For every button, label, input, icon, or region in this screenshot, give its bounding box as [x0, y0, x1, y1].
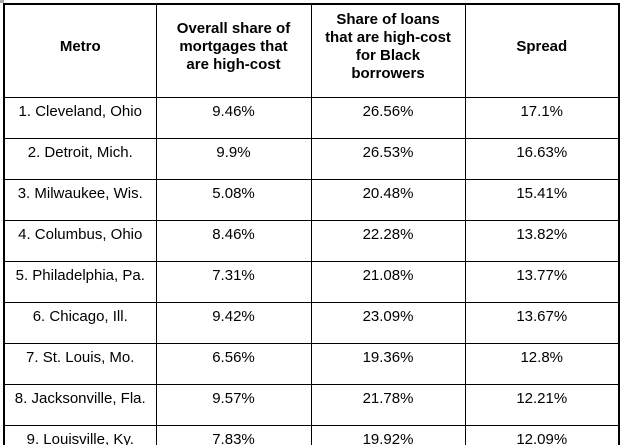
spread-cell: 13.77%	[464, 261, 620, 303]
black-share-cell: 22.28%	[310, 220, 466, 262]
table-row: 5. Philadelphia, Pa. 7.31% 21.08% 13.77%	[3, 261, 620, 303]
spread-cell: 16.63%	[464, 138, 620, 180]
column-header-metro: Metro	[3, 3, 157, 98]
spread-cell: 17.1%	[464, 97, 620, 139]
overall-share-cell: 5.08%	[155, 179, 312, 221]
overall-share-cell: 9.57%	[155, 384, 312, 426]
metro-cell: 1. Cleveland, Ohio	[3, 97, 157, 139]
black-share-cell: 26.53%	[310, 138, 466, 180]
header-row: Metro Overall share of mortgages that ar…	[3, 3, 620, 98]
table-row: 9. Louisville, Ky. 7.83% 19.92% 12.09%	[3, 425, 620, 445]
spread-cell: 12.09%	[464, 425, 620, 445]
overall-share-cell: 7.31%	[155, 261, 312, 303]
metro-cell: 9. Louisville, Ky.	[3, 425, 157, 445]
metro-cell: 5. Philadelphia, Pa.	[3, 261, 157, 303]
table-body: 1. Cleveland, Ohio 9.46% 26.56% 17.1% 2.…	[3, 97, 620, 445]
spread-cell: 12.8%	[464, 343, 620, 385]
metro-cell: 4. Columbus, Ohio	[3, 220, 157, 262]
spread-cell: 13.82%	[464, 220, 620, 262]
table-row: 7. St. Louis, Mo. 6.56% 19.36% 12.8%	[3, 343, 620, 385]
overall-share-cell: 9.42%	[155, 302, 312, 344]
metro-cell: 3. Milwaukee, Wis.	[3, 179, 157, 221]
metro-cell: 7. St. Louis, Mo.	[3, 343, 157, 385]
black-share-cell: 23.09%	[310, 302, 466, 344]
column-header-overall-share: Overall share of mortgages that are high…	[155, 3, 312, 98]
black-share-cell: 26.56%	[310, 97, 466, 139]
overall-share-cell: 6.56%	[155, 343, 312, 385]
overall-share-cell: 9.9%	[155, 138, 312, 180]
overall-share-cell: 7.83%	[155, 425, 312, 445]
table-row: 6. Chicago, Ill. 9.42% 23.09% 13.67%	[3, 302, 620, 344]
metro-cell: 2. Detroit, Mich.	[3, 138, 157, 180]
overall-share-cell: 8.46%	[155, 220, 312, 262]
spread-cell: 13.67%	[464, 302, 620, 344]
table-row: 3. Milwaukee, Wis. 5.08% 20.48% 15.41%	[3, 179, 620, 221]
black-share-cell: 19.92%	[310, 425, 466, 445]
table-header: Metro Overall share of mortgages that ar…	[3, 3, 620, 98]
column-header-spread: Spread	[464, 3, 620, 98]
metro-high-cost-loans-table: Metro Overall share of mortgages that ar…	[3, 3, 620, 445]
column-header-black-borrowers-share: Share of loans that are high-cost for Bl…	[310, 3, 466, 98]
table-row: 1. Cleveland, Ohio 9.46% 26.56% 17.1%	[3, 97, 620, 139]
black-share-cell: 19.36%	[310, 343, 466, 385]
metro-cell: 8. Jacksonville, Fla.	[3, 384, 157, 426]
black-share-cell: 21.08%	[310, 261, 466, 303]
overall-share-cell: 9.46%	[155, 97, 312, 139]
spread-cell: 12.21%	[464, 384, 620, 426]
black-share-cell: 20.48%	[310, 179, 466, 221]
metro-cell: 6. Chicago, Ill.	[3, 302, 157, 344]
spread-cell: 15.41%	[464, 179, 620, 221]
table-row: 8. Jacksonville, Fla. 9.57% 21.78% 12.21…	[3, 384, 620, 426]
black-share-cell: 21.78%	[310, 384, 466, 426]
table-handle-artifact	[0, 0, 4, 3]
table-row: 4. Columbus, Ohio 8.46% 22.28% 13.82%	[3, 220, 620, 262]
table-row: 2. Detroit, Mich. 9.9% 26.53% 16.63%	[3, 138, 620, 180]
